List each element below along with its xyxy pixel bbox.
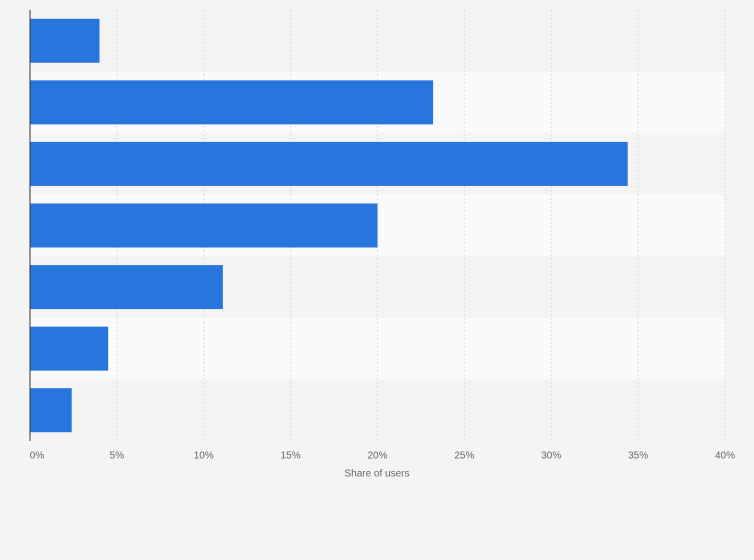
x-tick-label: 40%: [715, 451, 735, 462]
bar: [30, 80, 434, 125]
bar: [30, 265, 223, 310]
x-tick-label: 0%: [30, 451, 45, 462]
row-band: [30, 317, 725, 380]
row-band: [30, 10, 725, 72]
bar: [30, 203, 378, 248]
x-tick-label: 10%: [194, 451, 214, 462]
bar: [30, 141, 628, 186]
x-tick-label: 25%: [454, 451, 474, 462]
x-tick-label: 5%: [110, 451, 125, 462]
bar: [30, 18, 100, 63]
bar: [30, 388, 72, 433]
bar: [30, 326, 109, 371]
x-tick-label: 15%: [281, 451, 301, 462]
x-tick-label: 35%: [628, 451, 648, 462]
x-axis-label: Share of users: [344, 469, 409, 480]
x-tick-label: 20%: [367, 451, 387, 462]
x-tick-label: 30%: [541, 451, 561, 462]
